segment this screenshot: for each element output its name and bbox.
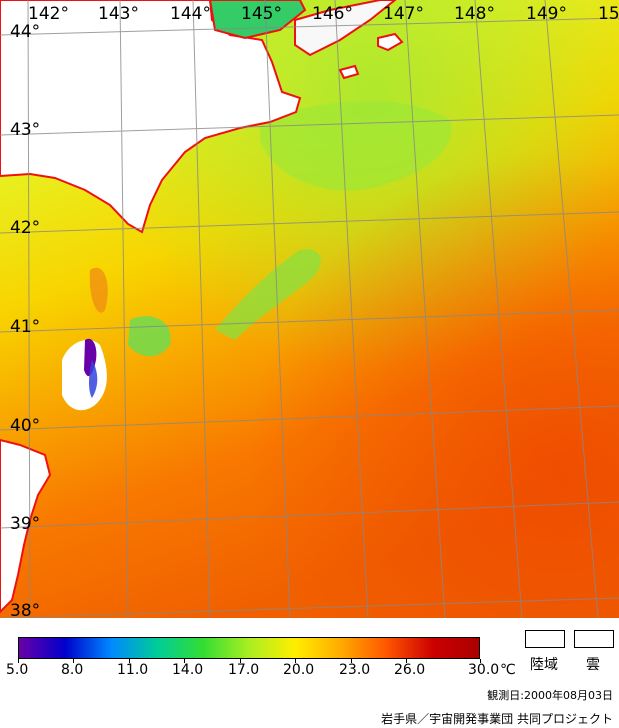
color-bar-tick-label: 8.0	[61, 662, 84, 678]
longitude-label: 145°	[241, 4, 282, 24]
cold-spot-ring	[89, 360, 98, 398]
color-bar-tick-label: 20.0	[283, 662, 315, 678]
cool-eddy-north	[260, 101, 452, 191]
habomai-islet	[338, 64, 360, 80]
cloud-legend-swatch	[574, 630, 614, 648]
hokkaido-land	[0, 0, 302, 234]
color-bar-tick	[295, 659, 296, 663]
observation-date: 観測日:2000年08月03日	[487, 689, 613, 702]
graticule	[0, 0, 619, 618]
color-bar-tick-label: 26.0	[394, 662, 426, 678]
temperature-color-bar	[18, 637, 480, 659]
latitude-label: 41°	[10, 317, 41, 337]
color-bar-tick	[184, 659, 185, 663]
color-bar-tick	[18, 659, 19, 663]
longitude-label: 142°	[28, 4, 69, 24]
latitude-label: 39°	[10, 514, 41, 534]
color-bar-tick-label: 17.0	[228, 662, 260, 678]
kunashiri-island	[294, 0, 397, 57]
latitude-label: 38°	[10, 603, 41, 618]
cloud-legend-label: 雲	[586, 657, 600, 673]
longitude-label: 15	[598, 4, 619, 24]
color-bar-tick	[351, 659, 352, 663]
land-legend-swatch	[525, 630, 565, 648]
color-bar-tick-label: 14.0	[172, 662, 204, 678]
warm-filament	[89, 267, 108, 313]
longitude-label: 144°	[170, 4, 211, 24]
color-bar-tick-label: 30.0	[468, 662, 500, 678]
longitude-label: 146°	[312, 4, 353, 24]
longitude-label: 148°	[454, 4, 495, 24]
color-bar-tick	[129, 659, 130, 663]
latitude-label: 42°	[10, 218, 41, 238]
latitude-label: 43°	[10, 120, 41, 140]
shikotan-island	[377, 32, 404, 52]
latitude-label: 40°	[10, 416, 41, 436]
color-bar-tick	[73, 659, 74, 663]
credit-line: 岩手県／宇宙開発事業団 共同プロジェクト	[381, 712, 613, 726]
latitude-label: 44°	[10, 22, 41, 42]
longitude-label: 149°	[526, 4, 567, 24]
land-legend-label: 陸域	[530, 657, 558, 673]
color-bar-tick-label: 5.0	[6, 662, 29, 678]
color-bar-tick	[480, 659, 481, 663]
color-bar-tick-label: 23.0	[339, 662, 371, 678]
temperature-unit: ℃	[500, 662, 516, 678]
longitude-label: 147°	[383, 4, 424, 24]
color-bar-tick-label: 11.0	[117, 662, 149, 678]
cool-eddy-east	[215, 249, 321, 340]
longitude-label: 143°	[98, 4, 139, 24]
sea-surface-temperature-map	[0, 0, 619, 618]
color-bar-tick	[406, 659, 407, 663]
color-bar-tick	[240, 659, 241, 663]
